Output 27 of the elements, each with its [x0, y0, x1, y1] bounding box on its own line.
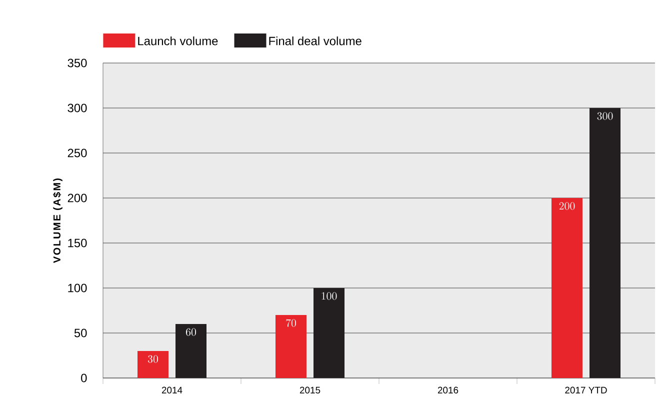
- y-tick-label: 300: [68, 104, 87, 112]
- x-tick-label: 2016: [438, 386, 458, 394]
- legend-label: Launch volume: [138, 36, 218, 46]
- bar: [552, 198, 583, 378]
- x-tick-label: 2014: [162, 386, 182, 394]
- bar: [314, 288, 345, 378]
- x-tick-label: 2017 YTD: [565, 386, 607, 394]
- legend-label: Final deal volume: [269, 36, 362, 46]
- data-label: 300: [597, 112, 613, 120]
- y-tick-label: 50: [74, 328, 87, 338]
- data-label: 70: [286, 319, 296, 327]
- y-tick-label: 100: [68, 284, 87, 292]
- data-label: 100: [322, 292, 337, 300]
- y-axis-title: VOLUME (A$M): [52, 178, 62, 263]
- y-tick-label: 350: [68, 58, 87, 68]
- bar: [590, 108, 621, 378]
- bar: [276, 315, 306, 378]
- y-tick-label: 0: [81, 374, 87, 382]
- data-label: 200: [559, 202, 575, 210]
- y-tick-label: 200: [68, 194, 87, 202]
- bar: [176, 324, 206, 378]
- data-label: 30: [148, 355, 158, 363]
- bar: [138, 351, 168, 378]
- y-tick-label: 250: [68, 148, 87, 158]
- x-tick-label: 2015: [300, 386, 320, 394]
- data-label: 60: [186, 328, 196, 336]
- y-tick-label: 150: [68, 238, 87, 248]
